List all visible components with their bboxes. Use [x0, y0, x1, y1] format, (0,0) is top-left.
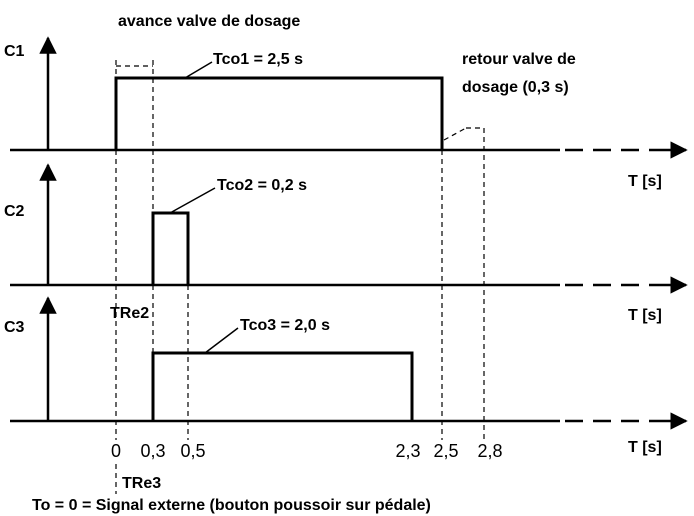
marker-label: TRe2: [110, 305, 149, 322]
title: avance valve de dosage: [118, 13, 300, 30]
signals: [114, 76, 444, 421]
channel-label: C3: [4, 319, 25, 336]
axes: [10, 36, 688, 430]
channel-label: C1: [4, 43, 25, 60]
tick-label: 0,5: [180, 441, 205, 461]
pulse-label: Tco1 = 2,5 s: [213, 51, 303, 68]
tick-label: 2,8: [477, 441, 502, 461]
tick-label: 2,5: [433, 441, 458, 461]
channel-label: C2: [4, 203, 25, 220]
pulse-label: Tco3 = 2,0 s: [240, 317, 330, 334]
tick-label: 2,3: [395, 441, 420, 461]
pulse-label: Tco2 = 0,2 s: [217, 177, 307, 194]
tick-label: 0: [111, 441, 121, 461]
tick-labels: 0 0,3 0,5 2,3 2,5 2,8: [111, 441, 503, 461]
tick-label: 0,3: [140, 441, 165, 461]
marker-label: TRe3: [122, 475, 161, 492]
note: retour valve de: [462, 51, 576, 68]
guides: [115, 60, 485, 494]
footnote: To = 0 = Signal externe (bouton poussoir…: [32, 497, 431, 514]
axis-label: T [s]: [628, 173, 662, 190]
axis-label: T [s]: [628, 439, 662, 456]
note: dosage (0,3 s): [462, 79, 569, 96]
axis-label: T [s]: [628, 307, 662, 324]
